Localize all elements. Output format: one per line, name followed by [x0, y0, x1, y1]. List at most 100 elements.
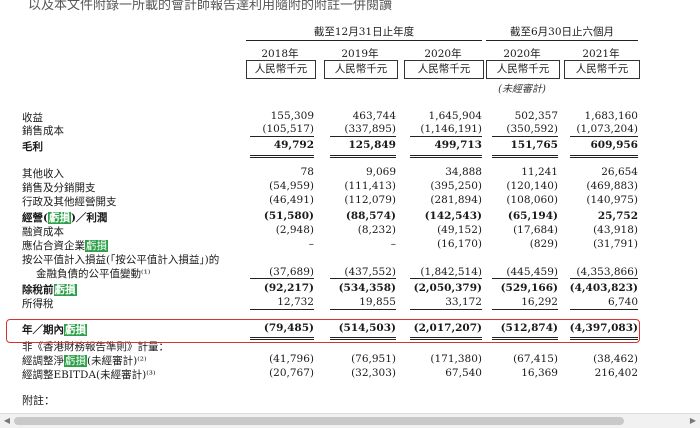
cell-value: (437,552): [344, 266, 396, 278]
table-row: 除稅前虧損 (92,217) (534,358) (2,050,379) (529,16…: [0, 282, 700, 296]
cell-value: (31,791): [593, 238, 638, 250]
col-year-2: 2019年: [341, 48, 379, 60]
table-row: 毛利 49,792 125,849 499,713 151,765 609,956: [0, 139, 700, 153]
cell-value: (140,975): [586, 194, 638, 206]
cell-value: (281,894): [430, 194, 482, 206]
table-rule: [570, 337, 638, 340]
col-year-1: 2018年: [261, 48, 299, 60]
horizontal-scrollbar[interactable]: ◀ ▶: [0, 413, 700, 428]
row-label: 其他收入: [22, 166, 64, 181]
loss-highlight: 虧損: [85, 240, 108, 252]
footnote-label: 附註：: [22, 394, 55, 407]
table-rule: [410, 136, 482, 137]
cell-value: 125,849: [348, 139, 397, 151]
table-row: 非《香港財務報告準則》計量：: [0, 339, 700, 353]
table-rule: [492, 309, 558, 310]
row-label-text: 金融負債的公平值變動⁽¹⁾: [36, 268, 151, 280]
row-label: 毛利: [22, 139, 43, 154]
row-label: 按公平值計入損益(「按公平值計入損益」)的: [22, 252, 219, 267]
table-rule: [570, 136, 638, 137]
row-label-part: 應佔合資企業: [22, 240, 85, 252]
cell-value: (534,358): [338, 282, 396, 294]
cell-value: (105,517): [262, 123, 314, 135]
table-rule: [492, 155, 558, 158]
table-rule: [330, 155, 396, 158]
cell-value: (54,959): [269, 180, 314, 192]
period-interim-rule: [486, 40, 638, 41]
cell-value: (4,397,083): [569, 322, 638, 334]
cell-value: 12,732: [277, 296, 314, 308]
intro-text: 以及本文件附錄一所載的會計師報告達利用隨附的附註一併閱讀: [28, 0, 393, 12]
row-label: 銷售及分銷開支: [22, 180, 96, 195]
row-label-text: 其他收入: [22, 168, 64, 180]
table-row: 銷售成本 (105,517) (337,895) (1,146,191) (350,59…: [0, 123, 700, 137]
loss-highlight: 虧損: [64, 355, 87, 367]
table-rule: [250, 136, 314, 137]
cell-value: (395,250): [430, 180, 482, 192]
cell-value: (38,462): [593, 353, 638, 365]
cell-value: (51,580): [263, 210, 314, 222]
period-annual-label: 截至12月31日止年度: [313, 26, 415, 38]
table-rule: [570, 155, 638, 158]
cell-value: (829): [529, 238, 558, 250]
cell-value: (20,767): [269, 367, 314, 379]
row-label: 行政及其他經營開支: [22, 194, 117, 209]
row-label-text: 銷售成本: [22, 125, 64, 137]
cell-value: (529,166): [500, 282, 558, 294]
table-rule: [410, 337, 482, 340]
table-rule: [410, 278, 482, 279]
table-rule: [410, 155, 482, 158]
table-rule: [492, 136, 558, 137]
cell-value: 19,855: [359, 296, 396, 308]
row-label: 銷售成本: [22, 123, 64, 138]
row-label-part: 年／期內: [22, 324, 64, 336]
row-label-part: 經調整淨: [22, 355, 64, 367]
row-label: 除稅前虧損: [22, 282, 77, 297]
cell-value: 67,540: [445, 367, 482, 379]
table-rule: [330, 136, 396, 137]
table-row: 銷售及分銷開支 (54,959) (111,413) (395,250) (120,14…: [0, 180, 700, 194]
cell-value: (514,503): [338, 322, 396, 334]
cell-value: (1,842,514): [420, 266, 482, 278]
table-row: 融資成本 (2,948) (8,232) (49,152) (17,684) (43,91…: [0, 224, 700, 238]
table-rule: [250, 309, 314, 310]
cell-value: (43,918): [593, 224, 638, 236]
cell-value: 6,740: [607, 296, 638, 308]
cell-value: (337,895): [344, 123, 396, 135]
cell-value: 16,369: [521, 367, 558, 379]
col-year-5: 2021年: [582, 48, 620, 60]
table-rule: [330, 337, 396, 340]
row-label: 收益: [22, 110, 43, 125]
table-rule: [492, 278, 558, 279]
col-year-4: 2020年: [503, 48, 541, 60]
loss-highlight: 虧損: [64, 324, 87, 336]
table-rule: [250, 337, 314, 340]
scroll-left-icon[interactable]: ◀: [3, 416, 11, 425]
table-row: 收益 155,309 463,744 1,645,904 502,357 1,683,16…: [0, 110, 700, 124]
cell-value: 609,956: [590, 139, 639, 151]
cell-value: (92,217): [263, 282, 314, 294]
cell-value: (49,152): [437, 224, 482, 236]
loss-highlight: 虧損: [53, 284, 77, 296]
cell-value: (76,951): [351, 353, 396, 365]
period-interim-label: 截至6月30日止六個月: [509, 26, 615, 38]
scrollbar-thumb[interactable]: [14, 417, 624, 425]
cell-value: 78: [300, 166, 314, 178]
cell-value: (16,170): [437, 238, 482, 250]
cell-value: (445,459): [506, 266, 558, 278]
period-annual-rule: [246, 40, 482, 41]
scroll-right-icon[interactable]: ▶: [689, 416, 697, 425]
cell-value: 9,069: [365, 166, 396, 178]
row-label-text: 按公平值計入損益(「按公平值計入損益」)的: [22, 254, 220, 266]
cell-value: 155,309: [270, 110, 314, 122]
col-unit-2: 人民幣千元: [324, 60, 398, 79]
cell-value: 26,654: [601, 166, 638, 178]
cell-value: (120,140): [506, 180, 558, 192]
col-year-3: 2020年: [424, 48, 462, 60]
cell-value: (350,592): [506, 123, 558, 135]
table-rule: [250, 155, 314, 158]
cell-value: (171,380): [430, 353, 482, 365]
table-row: 所得稅 12,732 19,855 33,172 16,292 6,740: [0, 296, 700, 310]
cell-value: (41,796): [269, 353, 314, 365]
row-label-part: )／利潤: [70, 212, 108, 224]
